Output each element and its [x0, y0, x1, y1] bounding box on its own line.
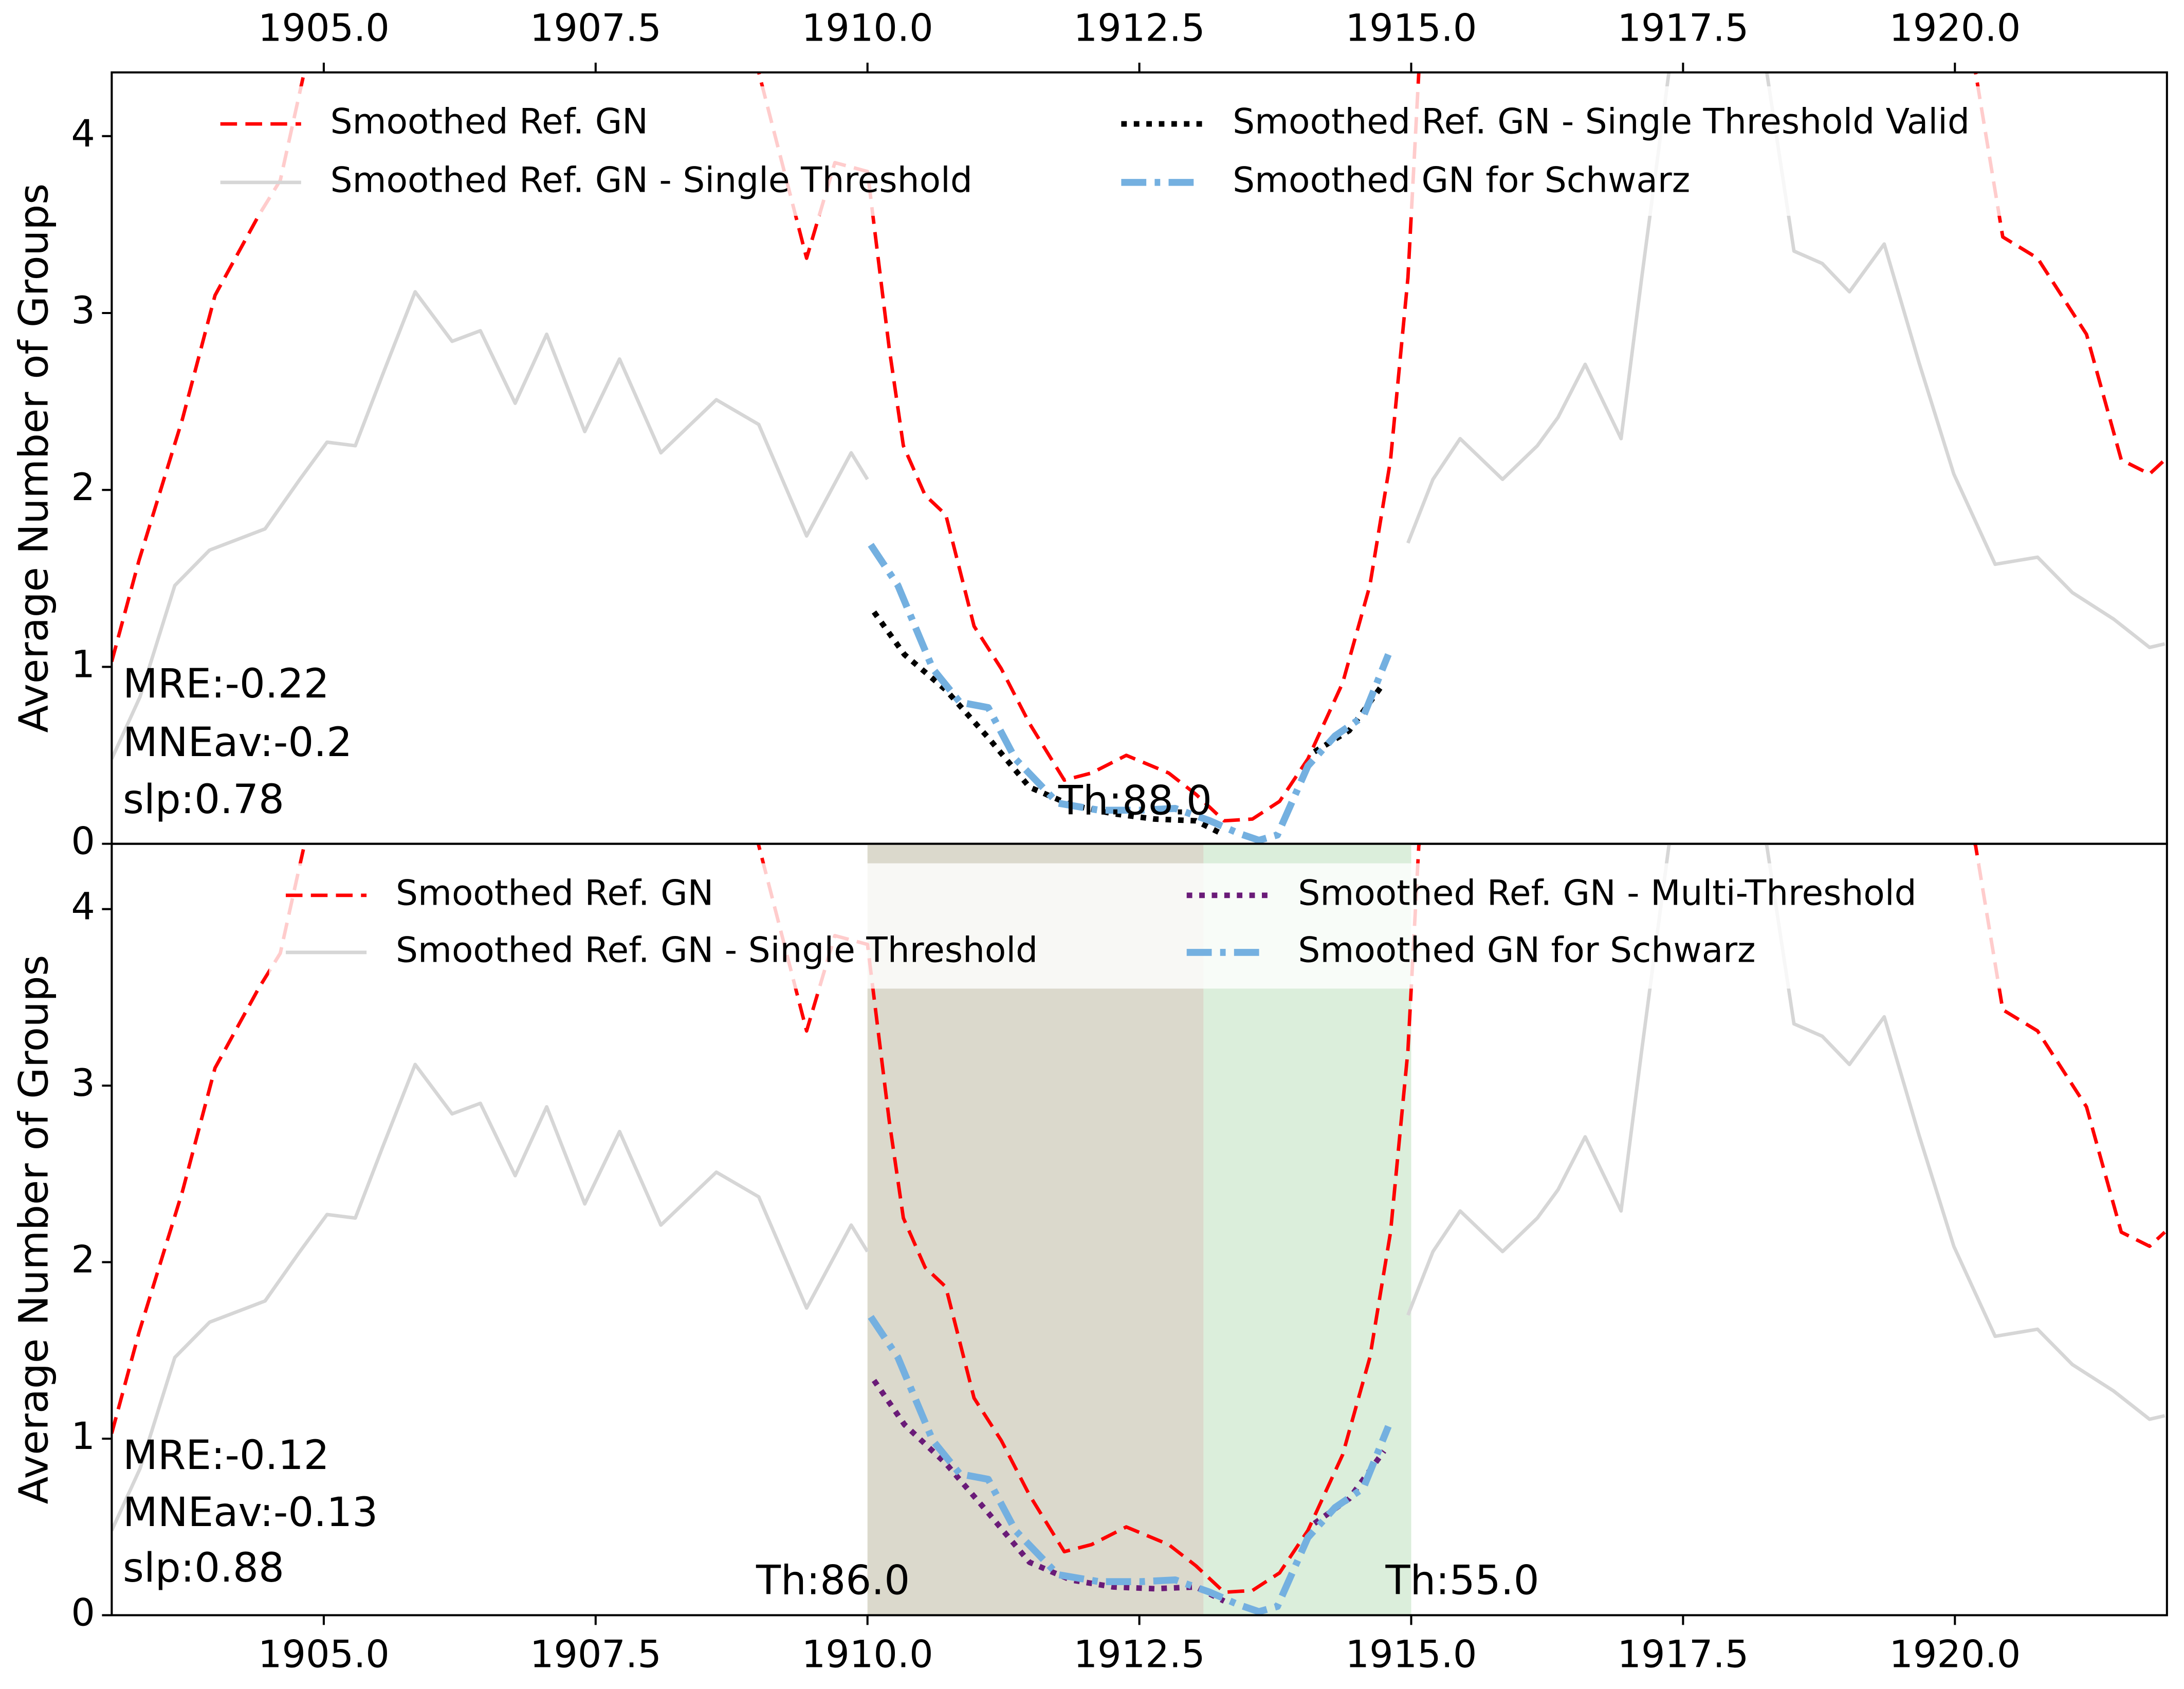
y-tick-label: 1 [71, 1415, 95, 1458]
y-tick-label: 0 [71, 820, 95, 864]
series-line [868, 543, 1392, 844]
x-tick-label: 1915.0 [1346, 1633, 1477, 1677]
y-tick-label: 4 [71, 885, 95, 929]
legend-label: Smoothed Ref. GN [396, 872, 713, 913]
stat-text: MNEav:-0.2 [123, 719, 352, 766]
y-tick-label: 3 [71, 1061, 95, 1105]
annotation: Th:55.0 [1385, 1557, 1539, 1604]
x-tick-label: 1917.5 [1617, 7, 1749, 50]
x-tick-label: 1907.5 [530, 7, 662, 50]
y-axis-label: Average Number of Groups [10, 955, 58, 1504]
x-tick-label: 1907.5 [530, 1633, 662, 1677]
x-tick-label: 1905.0 [258, 1633, 390, 1677]
y-tick-label: 2 [71, 466, 95, 509]
stat-text: slp:0.88 [123, 1544, 284, 1591]
annotation: Th:88.0 [1058, 777, 1212, 824]
y-axis-label: Average Number of Groups [10, 183, 58, 733]
annotation: Th:86.0 [756, 1557, 910, 1604]
legend-box [202, 86, 2076, 216]
y-tick-label: 3 [71, 289, 95, 333]
x-tick-label: 1912.5 [1074, 7, 1205, 50]
stat-text: MNEav:-0.13 [123, 1489, 378, 1536]
x-tick-label: 1910.0 [802, 1633, 933, 1677]
legend-box [269, 863, 2006, 989]
y-tick-label: 4 [71, 112, 95, 156]
legend-label: Smoothed Ref. GN - Multi-Threshold [1298, 872, 1916, 913]
series-line [871, 1379, 1386, 1604]
legend-label: Smoothed GN for Schwarz [1233, 159, 1690, 200]
y-tick-label: 2 [71, 1238, 95, 1282]
x-tick-label: 1917.5 [1617, 1633, 1749, 1677]
series-line [112, 843, 2166, 1594]
x-tick-label: 1910.0 [802, 7, 933, 50]
series-line [868, 1315, 1392, 1615]
stat-text: MRE:-0.12 [123, 1431, 329, 1479]
x-tick-label: 1920.0 [1889, 7, 2021, 50]
legend-label: Smoothed Ref. GN - Single Threshold Vali… [1233, 101, 1970, 142]
x-tick-label: 1920.0 [1889, 1633, 2021, 1677]
stat-text: slp:0.78 [123, 776, 284, 823]
x-tick-label: 1912.5 [1074, 1633, 1205, 1677]
y-tick-label: 0 [71, 1591, 95, 1635]
stat-text: MRE:-0.22 [123, 660, 329, 707]
legend-label: Smoothed Ref. GN [331, 101, 648, 142]
legend-label: Smoothed Ref. GN - Single Threshold [331, 159, 972, 200]
legend-label: Smoothed GN for Schwarz [1298, 929, 1755, 970]
x-tick-label: 1915.0 [1346, 7, 1477, 50]
legend-label: Smoothed Ref. GN - Single Threshold [396, 929, 1038, 970]
y-tick-label: 1 [71, 642, 95, 686]
x-tick-label: 1905.0 [258, 7, 390, 50]
